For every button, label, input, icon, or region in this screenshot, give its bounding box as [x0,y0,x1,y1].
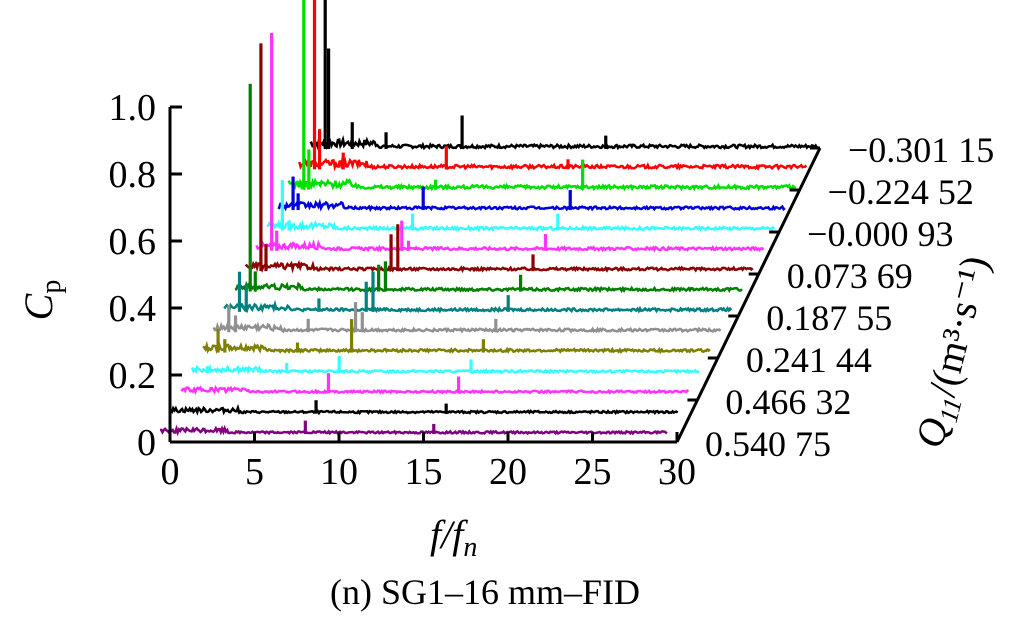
y-tick-label: 0.6 [109,221,157,263]
series-spectrum [298,0,808,172]
depth-tick-label: 0.241 44 [746,340,872,380]
series-baseline [277,198,786,213]
series-spectrum [309,0,819,151]
y-tick-group: 0 0.2 0.4 0.6 0.8 1.0 [109,87,182,464]
depth-tick-label: −0.000 93 [807,214,953,254]
series-spectrum [255,33,765,253]
series-spectrum [180,373,690,396]
series-spectrum [190,356,700,375]
y-tick-label: 0 [137,422,156,464]
depth-tick-label: 0.540 75 [705,424,831,464]
series-baseline [190,364,700,375]
x-axis-title-main: f/f [430,512,468,557]
x-tick-label: 0 [161,451,180,493]
series-spectrum [212,302,722,334]
x-tick-label: 20 [489,451,527,493]
series-spectrum [223,271,733,314]
series-baseline [169,403,679,416]
series-spectrum [159,420,668,437]
x-tick-label: 15 [405,451,443,493]
y-tick-label: 0.2 [109,355,157,397]
x-tick-label: 25 [574,451,612,493]
depth-axis-line [675,147,822,443]
series-baseline [223,299,733,314]
series-baseline [180,385,690,396]
depth-tick-label: −0.224 52 [828,172,974,212]
series-baseline [234,280,743,294]
series-baseline [212,320,722,334]
series-baseline [255,239,765,253]
series-baseline [202,340,711,355]
figure-caption: (n) SG1–16 mm–FID [330,572,640,612]
x-axis-title: f/fn [430,512,477,563]
series-baseline [287,177,797,192]
series-baseline [298,156,808,172]
depth-tick-label: 0.466 32 [725,382,851,422]
series-layer [159,0,819,437]
depth-tick-label: 0.073 69 [787,256,913,296]
depth-axis-title-unit: /(m³·s⁻¹) [919,251,997,401]
series-baseline [159,424,668,437]
x-tick-label: 10 [320,451,358,493]
depth-axis-title: Q11/(m³·s⁻¹) [906,251,1002,453]
depth-tick-group: −0.301 15−0.224 52−0.000 930.073 690.187… [667,130,994,464]
series-baseline [309,134,819,151]
series-spectrum [266,180,776,233]
y-tick-label: 1.0 [109,87,157,129]
depth-tick-label: −0.301 15 [848,130,994,170]
y-tick-label: 0.4 [109,288,157,330]
x-tick-group: 0 5 10 15 20 25 30 [161,432,696,493]
series-spectrum [202,319,711,355]
y-axis-title: Cp [16,280,67,321]
depth-tick-label: 0.187 55 [766,298,892,338]
y-tick-label: 0.8 [109,154,157,196]
series-spectrum [234,83,743,294]
x-tick-label: 5 [245,451,264,493]
series-spectrum [287,0,797,192]
series-spectrum [169,400,679,416]
series-baseline [266,218,776,233]
series-spectrum [244,43,754,274]
y-axis-title-sub: p [36,280,67,294]
x-tick-label: 30 [658,451,696,493]
y-axis-title-main: C [16,292,61,320]
series-spectrum [277,176,786,213]
series-baseline [244,259,754,274]
x-axis-title-sub: n [463,532,477,563]
